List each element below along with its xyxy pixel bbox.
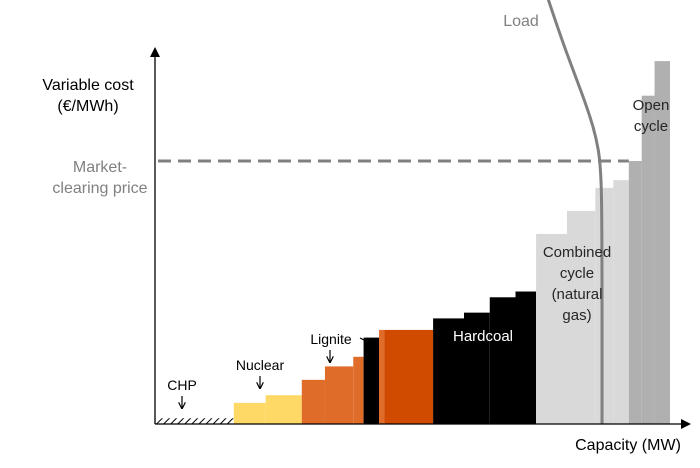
load-curve [546,0,604,424]
chart-labels: Variable cost (€/MWh) Market-clearing pric… [42,13,681,454]
block-chp-1 [155,418,234,424]
block-hardcoal-3 [489,297,516,424]
block-lignite-5 [379,329,385,424]
block-combined_cycle-4 [613,180,629,424]
block-lignite-3 [353,356,364,424]
block-open_cycle-1 [628,160,642,424]
block-lignite-2 [324,366,354,424]
supply-blocks [155,61,670,425]
label-open-cycle: Open cycle [633,97,670,135]
block-lignite-7 [412,329,434,424]
block-nuclear-1 [233,402,266,424]
label-combined-cycle: Combined cycle (natural gas) [543,244,611,324]
block-combined_cycle-3 [595,187,614,424]
label-nuclear: Nuclear [236,357,285,373]
block-combined_cycle-1 [536,233,567,424]
block-open_cycle-3 [654,61,670,425]
block-lignite-4 [363,337,380,424]
load-label: Load [503,13,539,30]
block-combined_cycle-2 [567,210,596,424]
label-hardcoal: Hardcoal [453,328,513,345]
block-hardcoal-1 [433,318,464,424]
label-chp: CHP [167,377,197,393]
label-lignite: Lignite [310,331,351,347]
block-hardcoal-4 [515,291,537,424]
block-lignite-1 [301,379,325,424]
block-hardcoal-2 [464,312,490,424]
chart-axes [150,47,691,429]
x-axis-label: Capacity (MW) [575,437,681,454]
block-nuclear-2 [265,395,302,424]
y-axis-label: Variable cost (€/MWh) [42,77,134,115]
block-open_cycle-2 [641,95,655,425]
block-lignite-6 [384,329,413,424]
market-clearing-price-label: Market-clearing price [52,159,147,197]
arrow-lignite-right [359,337,372,344]
chart-lines [158,0,629,424]
